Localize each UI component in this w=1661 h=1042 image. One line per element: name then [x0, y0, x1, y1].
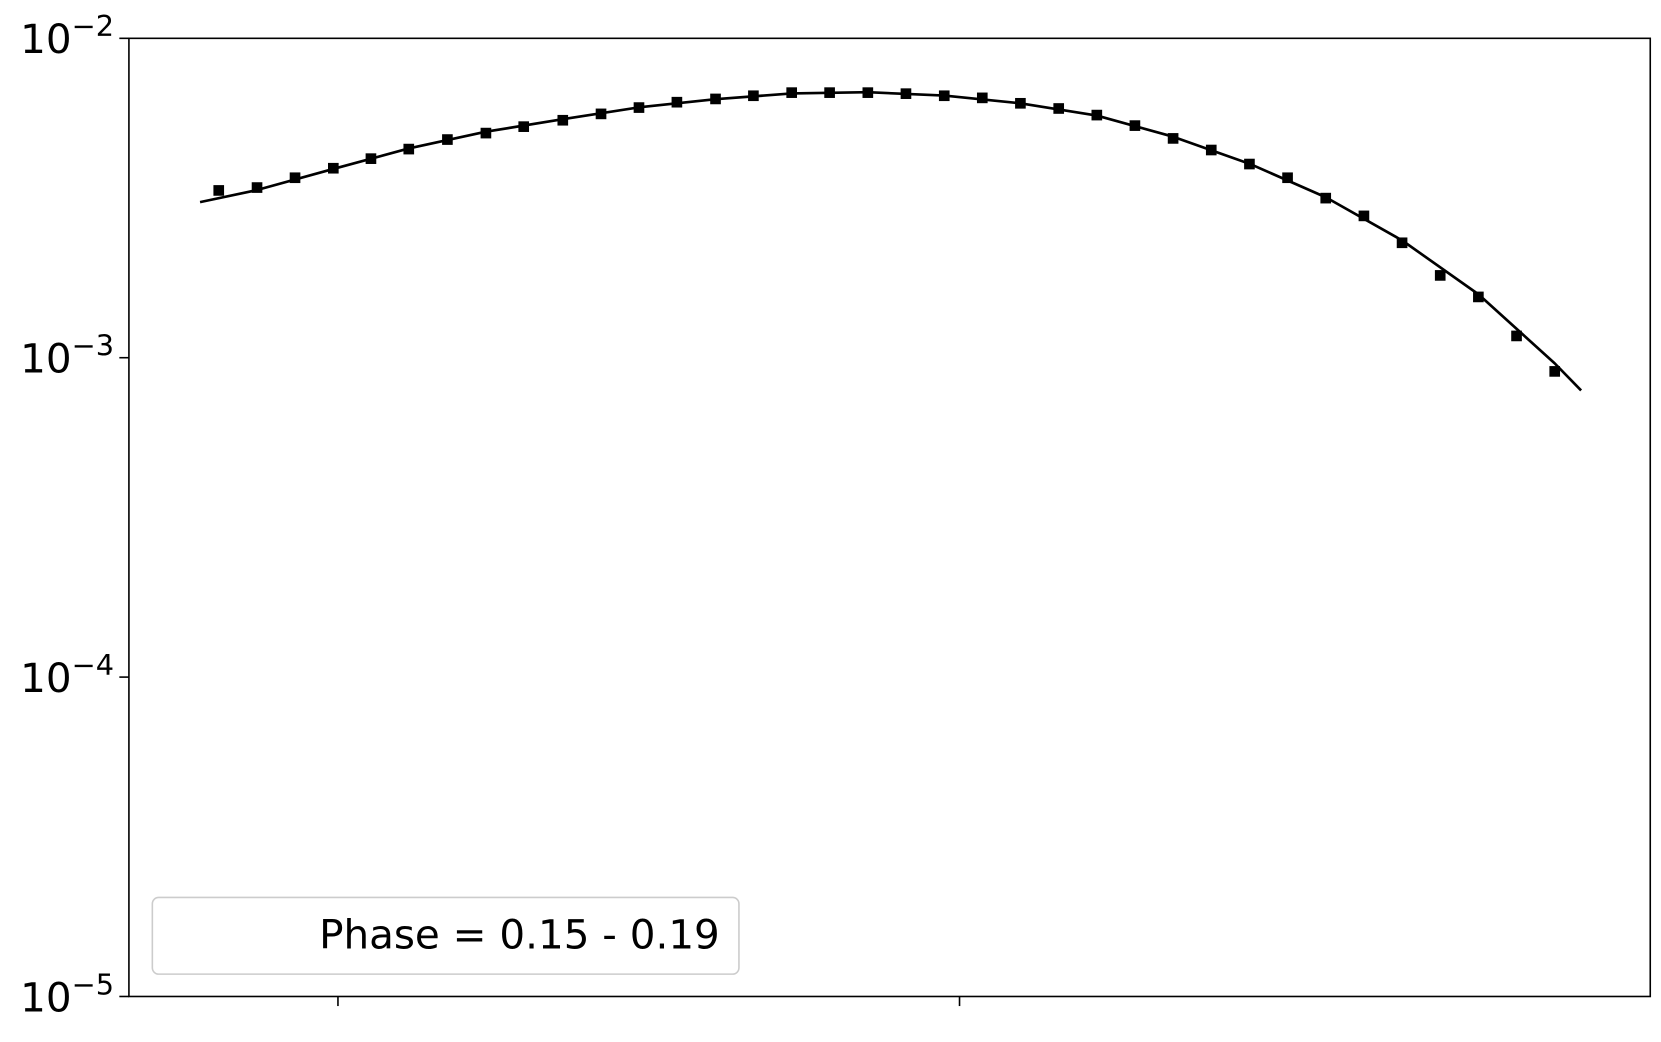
legend-text: Phase = 0.15 - 0.19 [319, 911, 720, 959]
y-tick-label: 10−5 [20, 967, 114, 1021]
plot-frame [128, 37, 1652, 998]
data-point [1549, 366, 1561, 377]
data-point [289, 172, 301, 184]
plot-area [128, 38, 1651, 997]
data-point [1167, 133, 1179, 144]
data-point [1511, 330, 1522, 342]
data-point [1396, 237, 1408, 249]
data-point [1282, 172, 1293, 184]
y-tick-label: 10−2 [20, 9, 114, 63]
legend: Phase = 0.15 - 0.19 [151, 896, 740, 975]
y-tick-label: 10−4 [20, 648, 114, 702]
data-point [480, 127, 492, 139]
legend-frame [151, 896, 740, 975]
data-point [1358, 210, 1370, 222]
data-point [1434, 270, 1446, 281]
data-point [976, 92, 988, 104]
data-point [251, 182, 263, 193]
data-point [1473, 291, 1484, 303]
data-point [213, 185, 225, 196]
y-tick-label: 10−3 [20, 329, 114, 383]
model-line [199, 90, 1583, 392]
